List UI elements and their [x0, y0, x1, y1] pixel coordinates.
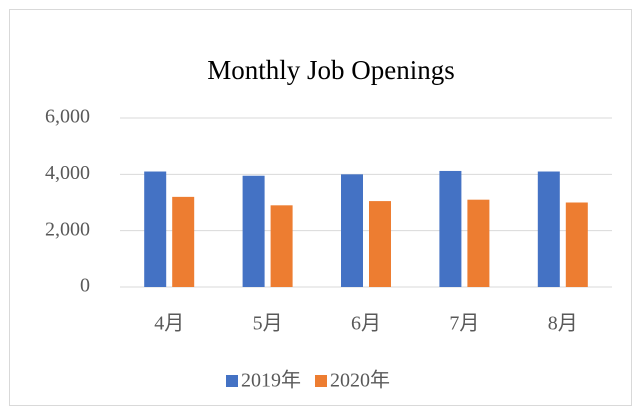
- y-tick-label: 6,000: [45, 106, 90, 128]
- legend-label: 2019年: [241, 369, 301, 392]
- y-tick-label: 2,000: [45, 218, 90, 240]
- bar: [144, 171, 167, 287]
- bar: [242, 175, 265, 287]
- y-tick-label: 0: [80, 275, 90, 297]
- legend-swatch: [315, 375, 327, 387]
- legend-label: 2020年: [330, 369, 390, 392]
- x-tick-label: 7月: [449, 313, 479, 335]
- bar: [172, 196, 195, 287]
- x-tick-label: 5月: [253, 313, 283, 335]
- bar: [537, 171, 560, 287]
- bar: [467, 199, 490, 287]
- chart-border: [9, 9, 632, 406]
- x-tick-label: 4月: [154, 313, 184, 335]
- bar: [565, 202, 588, 287]
- x-tick-label: 8月: [548, 313, 578, 335]
- bar: [369, 201, 391, 287]
- bar: [270, 205, 293, 287]
- chart-title: Monthly Job Openings: [207, 55, 455, 85]
- y-tick-label: 4,000: [45, 162, 90, 184]
- bar: [341, 174, 363, 287]
- legend-swatch: [226, 375, 238, 387]
- bar: [439, 170, 462, 287]
- x-tick-label: 6月: [351, 313, 381, 335]
